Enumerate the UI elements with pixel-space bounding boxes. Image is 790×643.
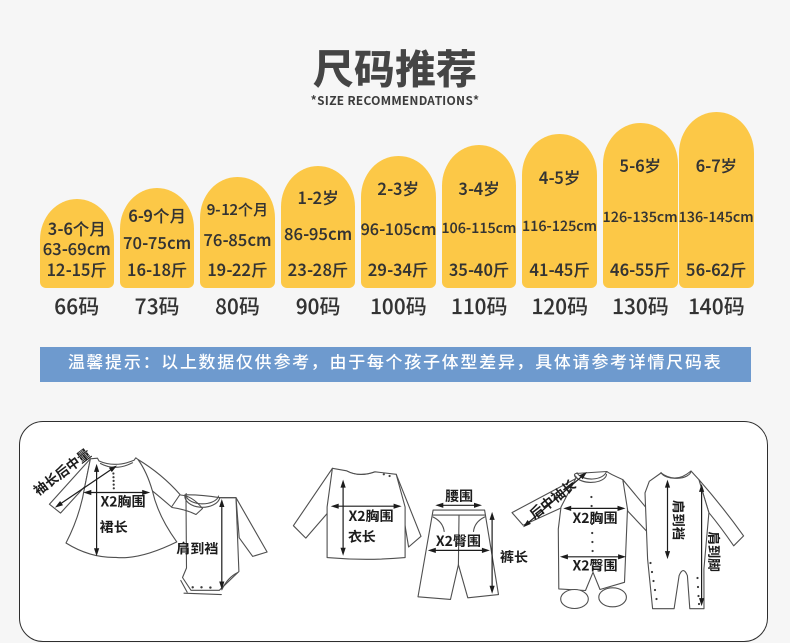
svg-text:肩到脚: 肩到脚 xyxy=(705,531,725,572)
svg-text:腰围: 腰围 xyxy=(445,486,473,506)
svg-text:X2臀围: X2臀围 xyxy=(572,556,617,576)
svg-text:衣长: 衣长 xyxy=(348,527,376,547)
svg-text:X2臀围: X2臀围 xyxy=(436,531,481,551)
svg-text:X2胸围: X2胸围 xyxy=(572,508,617,528)
svg-text:裙长: 裙长 xyxy=(100,517,128,537)
svg-text:X2胸围: X2胸围 xyxy=(348,506,393,526)
svg-text:肩到裆: 肩到裆 xyxy=(670,500,690,541)
svg-text:肩到裆: 肩到裆 xyxy=(176,539,218,559)
svg-text:裤长: 裤长 xyxy=(500,547,528,567)
svg-text:X2胸围: X2胸围 xyxy=(100,492,145,512)
